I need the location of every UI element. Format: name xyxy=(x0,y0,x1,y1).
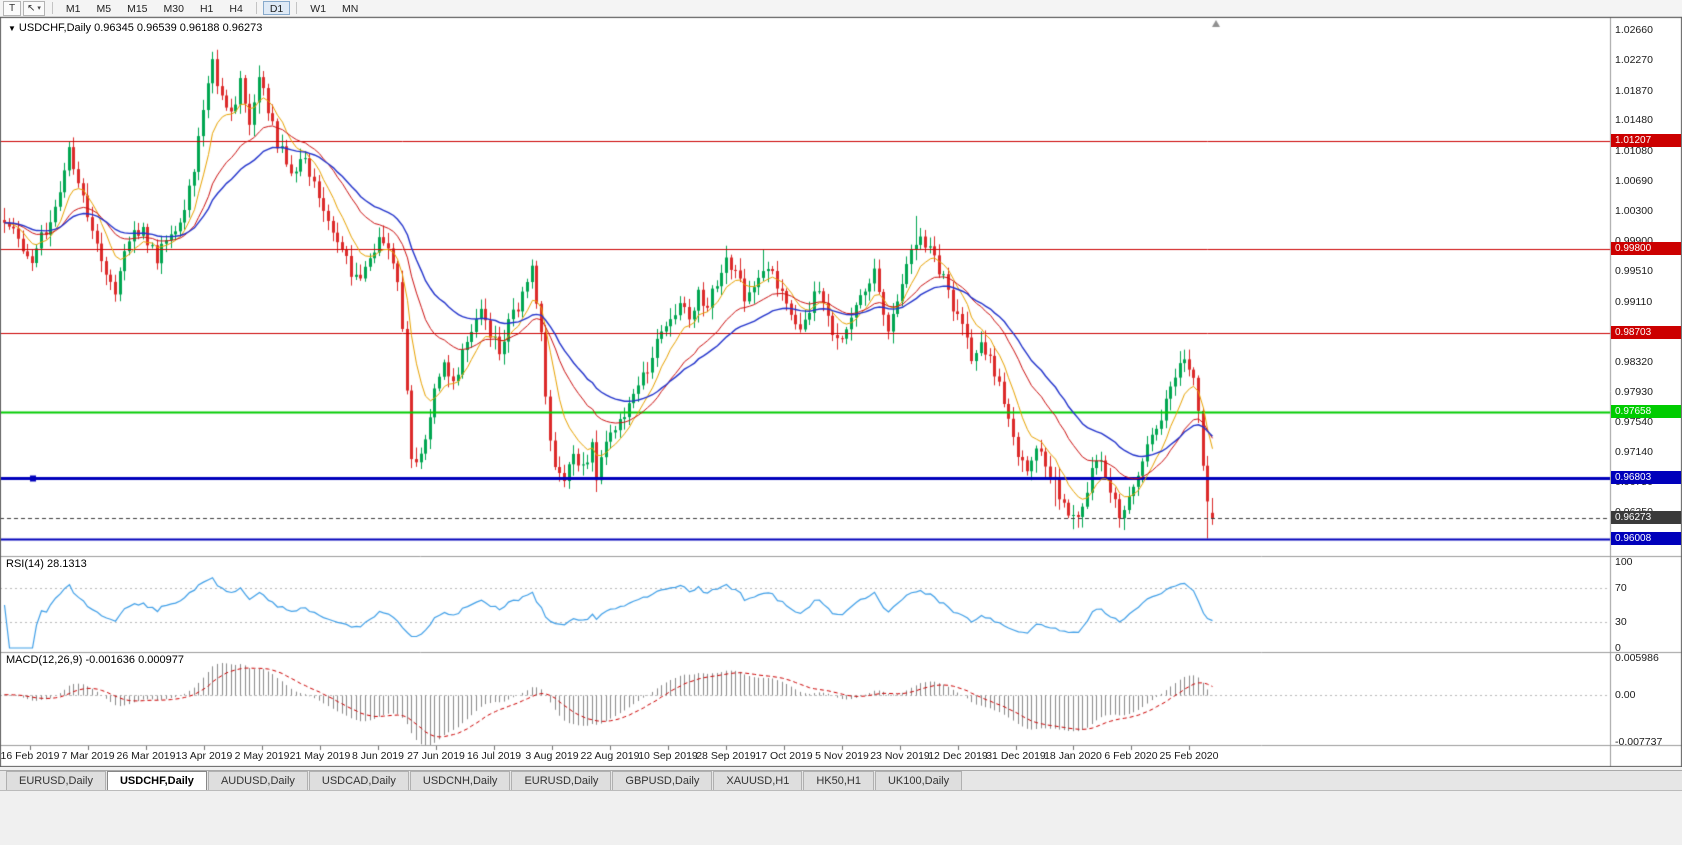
level-price-box: 1.01207 xyxy=(1611,134,1681,148)
date-axis-label: 7 Mar 2019 xyxy=(61,750,115,762)
timeframe-button-mn[interactable]: MN xyxy=(342,3,359,15)
price-axis-tick: 1.01080 xyxy=(1615,144,1653,157)
date-axis-label: 16 Jul 2019 xyxy=(466,750,522,762)
price-axis-tick: 0.99110 xyxy=(1615,295,1653,308)
date-axis-label: 17 Oct 2019 xyxy=(755,750,813,762)
price-axis-tick: 0.97540 xyxy=(1615,415,1653,428)
rsi-axis-tick: 30 xyxy=(1615,616,1627,629)
price-axis-tick: 0.97140 xyxy=(1615,446,1653,459)
chart-canvas[interactable] xyxy=(0,17,1682,767)
price-axis-tick: 0.97930 xyxy=(1615,385,1653,398)
text-tool-label: T xyxy=(8,2,16,14)
price-axis-tick: 1.00300 xyxy=(1615,204,1653,217)
chart-tab-xauusd-h1[interactable]: XAUUSD,H1 xyxy=(713,771,803,790)
chart-tab-eurusd-daily[interactable]: EURUSD,Daily xyxy=(511,771,612,790)
date-axis-label: 6 Feb 2020 xyxy=(1104,750,1158,762)
toolbar-separator xyxy=(255,2,257,14)
date-axis-label: 3 Aug 2019 xyxy=(525,750,579,762)
timeframe-button-h4[interactable]: H4 xyxy=(229,3,243,15)
macd-axis-tick: -0.007737 xyxy=(1615,736,1663,749)
timeframe-button-h1[interactable]: H1 xyxy=(199,3,214,15)
date-axis-label: 12 Dec 2019 xyxy=(928,750,988,762)
chart-toolbar: T ↖ ▾ M1 M5 M15 M30 H1 H4 D1 W1 MN xyxy=(0,0,1682,17)
chart-tab-eurusd-daily[interactable]: EURUSD,Daily xyxy=(6,771,106,790)
symbol-dropdown-icon[interactable]: ▼ xyxy=(8,24,16,33)
price-axis-tick: 1.02270 xyxy=(1615,54,1653,67)
chart-ohlc-values: 0.96345 0.96539 0.96188 0.96273 xyxy=(94,22,263,34)
chart-symbol-label: USDCHF,Daily xyxy=(18,22,92,34)
macd-axis-tick: 0.005986 xyxy=(1615,651,1659,664)
cursor-icon: ↖ xyxy=(27,2,36,14)
timeframe-button-m15[interactable]: M15 xyxy=(127,3,148,15)
macd-axis-tick: 0.00 xyxy=(1615,688,1636,701)
chart-tab-usdcad-daily[interactable]: USDCAD,Daily xyxy=(308,771,409,790)
chart-tabs-bar: EURUSD,Daily USDCHF,Daily AUDUSD,Daily USDC… xyxy=(0,770,1682,791)
date-axis-label: 22 Aug 2019 xyxy=(580,750,640,762)
date-axis-label: 16 Feb 2019 xyxy=(0,750,60,762)
level-price-box: 0.98703 xyxy=(1611,325,1681,339)
chart-tab-hk50-h1[interactable]: HK50,H1 xyxy=(803,771,874,790)
date-axis-label: 13 Apr 2019 xyxy=(175,750,233,762)
rsi-axis-tick: 100 xyxy=(1615,556,1633,568)
date-axis-label: 27 Jun 2019 xyxy=(407,750,465,762)
macd-indicator-label: MACD(12,26,9) -0.001636 0.000977 xyxy=(6,654,184,666)
price-axis-tick: 0.99510 xyxy=(1615,264,1653,277)
price-axis-tick: 0.98320 xyxy=(1615,355,1653,368)
price-axis-tick: 1.01870 xyxy=(1615,84,1653,97)
price-axis-tick: 1.01480 xyxy=(1615,114,1653,127)
chart-window: ▼ USDCHF,Daily 0.96345 0.96539 0.96188 0.… xyxy=(0,17,1682,767)
timeframe-button-m1[interactable]: M1 xyxy=(65,3,81,15)
text-tool-button[interactable]: T xyxy=(3,0,21,16)
chart-title: ▼ USDCHF,Daily 0.96345 0.96539 0.96188 0.… xyxy=(8,22,262,34)
cursor-tool-button[interactable]: ↖ ▾ xyxy=(23,0,45,16)
date-axis-label: 26 Mar 2019 xyxy=(116,750,176,762)
date-axis-label: 10 Sep 2019 xyxy=(638,750,698,762)
chart-tab-audusd-daily[interactable]: AUDUSD,Daily xyxy=(207,771,308,790)
timeframe-button-m5[interactable]: M5 xyxy=(96,3,112,15)
date-axis-label: 28 Sep 2019 xyxy=(696,750,756,762)
timeframe-button-w1[interactable]: W1 xyxy=(310,3,327,15)
date-axis-label: 21 May 2019 xyxy=(289,750,351,762)
timeframe-button-d1[interactable]: D1 xyxy=(262,1,291,15)
date-axis-label: 5 Nov 2019 xyxy=(815,750,869,762)
chart-tab-usdcnh-daily[interactable]: USDCNH,Daily xyxy=(409,771,511,790)
timeframe-buttons: M1 M5 M15 M30 H1 H4 D1 W1 MN xyxy=(58,1,366,15)
date-axis-label: 25 Feb 2020 xyxy=(1159,750,1219,762)
date-axis-label: 2 May 2019 xyxy=(234,750,290,762)
toolbar-separator xyxy=(296,2,298,14)
date-axis-label: 23 Nov 2019 xyxy=(870,750,930,762)
timeframe-button-m30[interactable]: M30 xyxy=(163,3,184,15)
date-axis-label: 31 Dec 2019 xyxy=(986,750,1046,762)
price-axis-tick: 1.02660 xyxy=(1615,24,1653,37)
level-price-box: 0.97658 xyxy=(1611,405,1681,419)
chart-tab-uk100-daily[interactable]: UK100,Daily xyxy=(874,771,963,790)
rsi-indicator-label: RSI(14) 28.1313 xyxy=(6,558,87,570)
rsi-axis-tick: 70 xyxy=(1615,581,1627,594)
chart-tab-usdchf-daily[interactable]: USDCHF,Daily xyxy=(106,771,207,790)
date-axis-label: 8 Jun 2019 xyxy=(352,750,404,762)
chart-tab-gbpusd-daily[interactable]: GBPUSD,Daily xyxy=(612,771,713,790)
rsi-axis-tick: 0 xyxy=(1615,642,1621,654)
date-axis-label: 18 Jan 2020 xyxy=(1044,750,1102,762)
price-axis-tick: 1.00690 xyxy=(1615,174,1653,187)
level-price-box: 0.96008 xyxy=(1611,531,1681,545)
current-price-box: 0.96273 xyxy=(1611,511,1681,525)
level-price-box: 0.96803 xyxy=(1611,470,1681,484)
toolbar-separator xyxy=(51,2,53,14)
caret-down-icon: ▾ xyxy=(37,4,41,12)
level-price-box: 0.99800 xyxy=(1611,241,1681,255)
